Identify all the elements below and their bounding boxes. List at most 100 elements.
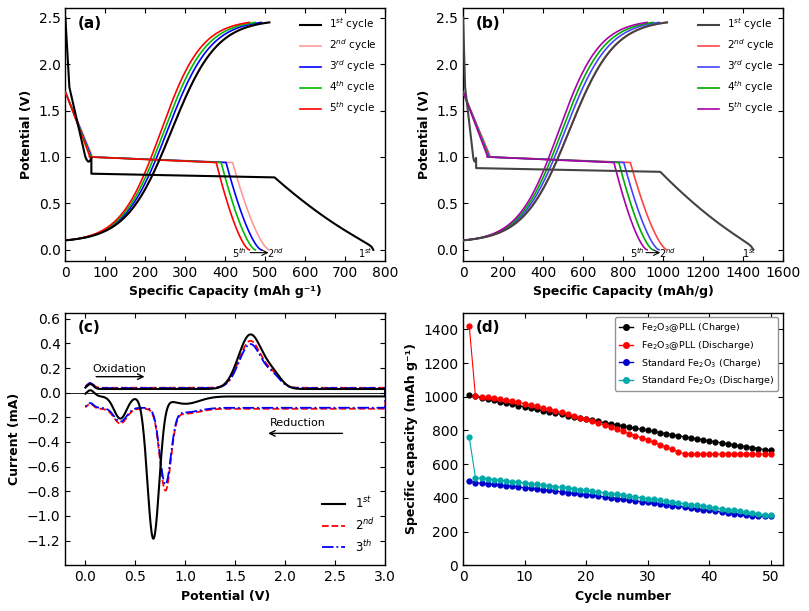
3$^{th}$ [81,403,91,410]
Fe$_2$O$_3$@PLL (Discharge) [483,393,493,401]
Line: 3$^{th}$: 3$^{th}$ [86,344,385,485]
Standard Fe$_2$O$_3$ (Charge) [489,481,498,488]
3$^{th}$ [81,383,91,390]
Fe$_2$O$_3$@PLL (Charge) [557,411,566,418]
Fe$_2$O$_3$@PLL (Charge) [667,431,677,438]
Standard Fe$_2$O$_3$ (Charge) [587,492,597,499]
Standard Fe$_2$O$_3$ (Charge) [538,486,548,493]
Standard Fe$_2$O$_3$ (Discharge) [612,491,622,498]
Standard Fe$_2$O$_3$ (Discharge) [710,504,720,511]
3$^{th}$ [357,384,366,392]
Standard Fe$_2$O$_3$ (Charge) [477,480,486,487]
Fe$_2$O$_3$@PLL (Charge) [544,408,554,415]
3$^{th}$ [98,404,108,412]
Standard Fe$_2$O$_3$ (Discharge) [698,502,708,510]
Fe$_2$O$_3$@PLL (Discharge) [489,395,498,402]
Standard Fe$_2$O$_3$ (Charge) [637,498,646,505]
Fe$_2$O$_3$@PLL (Charge) [618,422,628,430]
Fe$_2$O$_3$@PLL (Charge) [625,423,634,431]
Standard Fe$_2$O$_3$ (Discharge) [551,483,561,490]
Standard Fe$_2$O$_3$ (Discharge) [717,505,726,513]
Line: 2$^{nd}$: 2$^{nd}$ [86,341,385,491]
Standard Fe$_2$O$_3$ (Discharge) [544,482,554,489]
Standard Fe$_2$O$_3$ (Discharge) [655,497,665,504]
Standard Fe$_2$O$_3$ (Charge) [661,501,671,508]
3$^{th}$ [111,384,121,392]
Standard Fe$_2$O$_3$ (Charge) [760,513,769,520]
Fe$_2$O$_3$@PLL (Charge) [630,425,640,432]
Standard Fe$_2$O$_3$ (Charge) [686,504,696,511]
Fe$_2$O$_3$@PLL (Discharge) [753,450,763,458]
Line: Fe$_2$O$_3$@PLL (Discharge): Fe$_2$O$_3$@PLL (Discharge) [467,324,773,456]
Standard Fe$_2$O$_3$ (Discharge) [748,510,757,517]
Fe$_2$O$_3$@PLL (Discharge) [544,406,554,413]
Fe$_2$O$_3$@PLL (Charge) [471,393,481,400]
Fe$_2$O$_3$@PLL (Discharge) [520,400,530,408]
Standard Fe$_2$O$_3$ (Discharge) [594,488,604,496]
Fe$_2$O$_3$@PLL (Discharge) [599,422,609,429]
Line: Fe$_2$O$_3$@PLL (Charge): Fe$_2$O$_3$@PLL (Charge) [467,393,773,453]
Standard Fe$_2$O$_3$ (Discharge) [569,485,578,492]
Standard Fe$_2$O$_3$ (Discharge) [575,486,585,493]
Fe$_2$O$_3$@PLL (Discharge) [526,401,536,409]
Fe$_2$O$_3$@PLL (Charge) [464,392,474,399]
2$^{nd}$ [81,404,91,411]
Standard Fe$_2$O$_3$ (Charge) [692,505,701,513]
Fe$_2$O$_3$@PLL (Discharge) [563,411,573,418]
Standard Fe$_2$O$_3$ (Discharge) [495,477,505,484]
1$^{st}$ [111,386,121,393]
Standard Fe$_2$O$_3$ (Charge) [625,496,634,503]
Line: Standard Fe$_2$O$_3$ (Charge): Standard Fe$_2$O$_3$ (Charge) [467,478,773,519]
Standard Fe$_2$O$_3$ (Charge) [563,489,573,496]
Legend: Fe$_2$O$_3$@PLL (Charge), Fe$_2$O$_3$@PLL (Discharge), Standard Fe$_2$O$_3$ (Cha: Fe$_2$O$_3$@PLL (Charge), Fe$_2$O$_3$@PL… [616,317,778,391]
Standard Fe$_2$O$_3$ (Charge) [698,506,708,513]
Standard Fe$_2$O$_3$ (Discharge) [507,478,517,485]
1$^{st}$ [81,384,91,391]
Standard Fe$_2$O$_3$ (Discharge) [538,481,548,489]
Fe$_2$O$_3$@PLL (Discharge) [717,450,726,458]
Fe$_2$O$_3$@PLL (Charge) [717,439,726,447]
Fe$_2$O$_3$@PLL (Discharge) [625,430,634,437]
3$^{th}$ [373,384,383,392]
Standard Fe$_2$O$_3$ (Discharge) [489,476,498,483]
Standard Fe$_2$O$_3$ (Discharge) [587,488,597,495]
1$^{st}$ [149,535,159,543]
Fe$_2$O$_3$@PLL (Discharge) [612,426,622,433]
Standard Fe$_2$O$_3$ (Discharge) [471,474,481,481]
Fe$_2$O$_3$@PLL (Charge) [643,426,653,434]
Fe$_2$O$_3$@PLL (Charge) [563,412,573,419]
Fe$_2$O$_3$@PLL (Discharge) [722,450,732,458]
Fe$_2$O$_3$@PLL (Discharge) [649,439,659,446]
1$^{st}$ [208,394,218,401]
Standard Fe$_2$O$_3$ (Charge) [606,494,616,502]
Fe$_2$O$_3$@PLL (Charge) [569,413,578,420]
3$^{th}$ [97,404,107,412]
Fe$_2$O$_3$@PLL (Charge) [649,428,659,435]
X-axis label: Specific Capacity (mAh/g): Specific Capacity (mAh/g) [532,285,714,298]
3$^{th}$ [161,481,171,488]
Standard Fe$_2$O$_3$ (Charge) [551,488,561,495]
Fe$_2$O$_3$@PLL (Discharge) [674,448,684,455]
Standard Fe$_2$O$_3$ (Charge) [569,489,578,497]
Standard Fe$_2$O$_3$ (Charge) [717,508,726,516]
Standard Fe$_2$O$_3$ (Charge) [735,511,745,518]
Fe$_2$O$_3$@PLL (Charge) [760,446,769,453]
Fe$_2$O$_3$@PLL (Charge) [551,409,561,417]
Fe$_2$O$_3$@PLL (Charge) [722,440,732,447]
Standard Fe$_2$O$_3$ (Discharge) [667,499,677,506]
Standard Fe$_2$O$_3$ (Charge) [674,503,684,510]
Fe$_2$O$_3$@PLL (Discharge) [667,445,677,453]
2$^{nd}$ [208,406,218,413]
1$^{st}$ [373,386,383,393]
Fe$_2$O$_3$@PLL (Charge) [748,444,757,452]
Standard Fe$_2$O$_3$ (Charge) [729,510,739,518]
Standard Fe$_2$O$_3$ (Discharge) [526,480,536,488]
Standard Fe$_2$O$_3$ (Discharge) [582,487,591,494]
Line: 1$^{st}$: 1$^{st}$ [86,334,385,539]
Standard Fe$_2$O$_3$ (Discharge) [722,506,732,513]
Fe$_2$O$_3$@PLL (Charge) [698,436,708,444]
Fe$_2$O$_3$@PLL (Charge) [735,442,745,449]
Fe$_2$O$_3$@PLL (Charge) [495,398,505,406]
Legend: 1$^{st}$, 2$^{nd}$, 3$^{th}$: 1$^{st}$, 2$^{nd}$, 3$^{th}$ [317,491,379,559]
Fe$_2$O$_3$@PLL (Charge) [741,443,751,450]
